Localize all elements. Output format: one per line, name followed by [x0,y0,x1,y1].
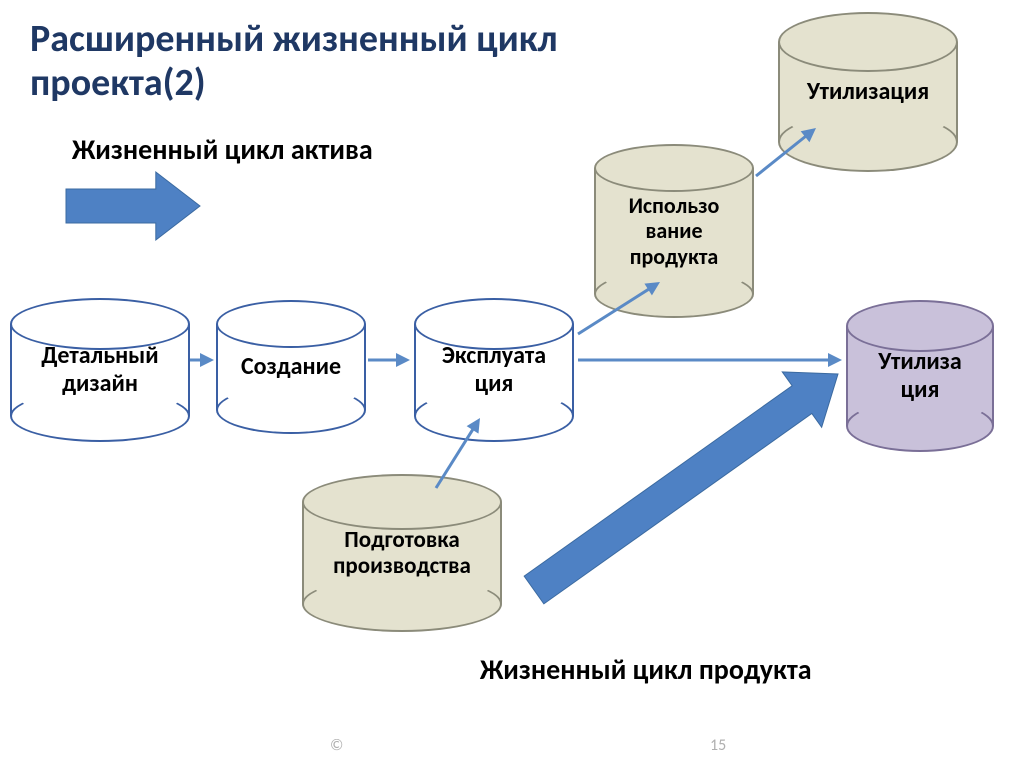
thin-arrow-a6 [430,414,486,491]
footer-copyright: © [330,736,343,755]
arrows-layer [0,0,1024,767]
footer-page: 15 [710,736,726,755]
thin-arrow-a3 [578,353,842,367]
thin-arrow-a5 [752,123,821,182]
footer-page-text: 15 [710,736,726,755]
thin-arrow-a4 [574,276,663,340]
footer-copyright-text: © [330,736,343,755]
thick-arrow-product-arrow [514,346,857,617]
thin-arrow-a2 [368,353,410,367]
thin-arrow-a1 [190,353,214,367]
thick-arrow-asset-arrow [66,172,200,240]
